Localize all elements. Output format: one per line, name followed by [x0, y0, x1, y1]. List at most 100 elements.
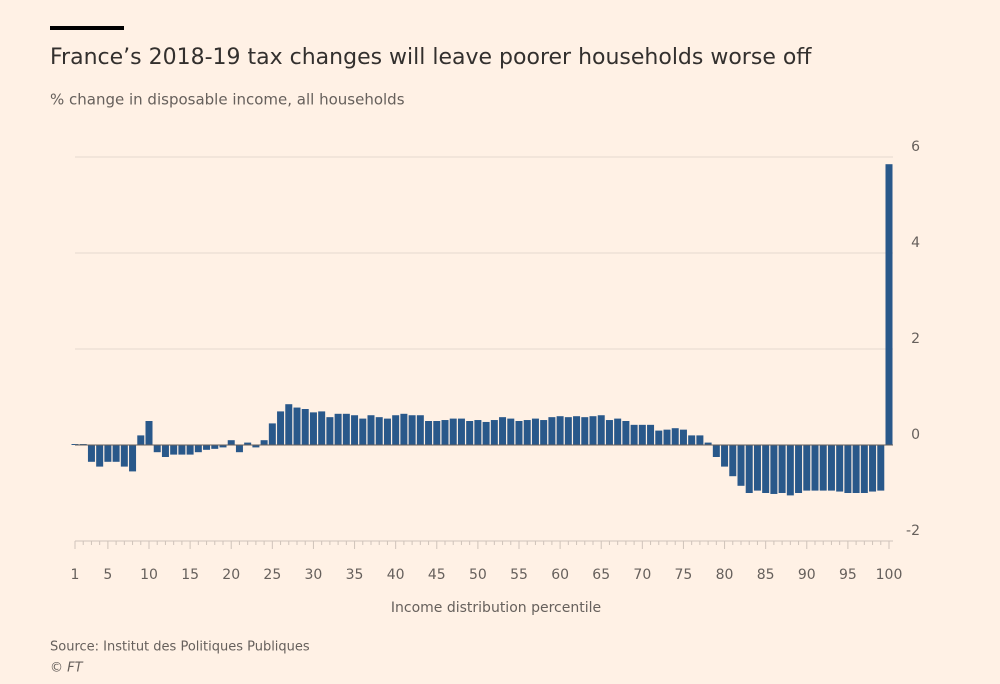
- x-tick-label: 35: [346, 567, 364, 583]
- bar: [301, 409, 309, 445]
- x-tick-label: 1: [71, 567, 80, 583]
- y-tick-label: 4: [911, 235, 920, 251]
- bar: [96, 445, 104, 467]
- bar: [153, 445, 161, 453]
- bar: [712, 445, 720, 457]
- y-tick-label: 6: [911, 139, 920, 155]
- bar: [589, 416, 597, 445]
- bar: [795, 445, 803, 493]
- bar: [104, 445, 112, 462]
- bar: [614, 418, 622, 445]
- bar: [581, 417, 589, 445]
- x-tick-label: 45: [428, 567, 446, 583]
- credit: © FT: [50, 661, 84, 676]
- bar: [696, 435, 704, 445]
- bar: [383, 418, 391, 445]
- bar: [145, 421, 153, 445]
- bar: [449, 418, 457, 445]
- bar: [120, 445, 128, 467]
- bar: [836, 445, 844, 492]
- x-tick-label: 70: [633, 567, 651, 583]
- bar: [408, 415, 416, 445]
- bar: [721, 445, 729, 467]
- bar: [811, 445, 819, 491]
- x-tick-label: 80: [716, 567, 734, 583]
- bar: [400, 413, 408, 445]
- bar: [573, 416, 581, 445]
- bar: [112, 445, 120, 462]
- bar: [869, 445, 877, 492]
- bar: [860, 445, 868, 493]
- bar: [342, 413, 350, 445]
- bar: [630, 424, 638, 445]
- bar: [515, 421, 523, 445]
- bar: [729, 445, 737, 477]
- bar: [548, 417, 556, 445]
- x-tick-label: 95: [839, 567, 857, 583]
- x-tick-label: 55: [510, 567, 528, 583]
- x-tick-label: 30: [305, 567, 323, 583]
- x-tick-label: 5: [103, 567, 112, 583]
- bar: [466, 421, 474, 445]
- bar: [326, 417, 334, 445]
- bar: [762, 445, 770, 493]
- bar: [655, 430, 663, 445]
- x-tick-label: 60: [551, 567, 569, 583]
- bar: [490, 420, 498, 445]
- bar: [227, 440, 235, 445]
- bar: [737, 445, 745, 486]
- x-tick-label: 100: [876, 567, 903, 583]
- chart-title: France’s 2018-19 tax changes will leave …: [50, 45, 812, 70]
- bar: [540, 420, 548, 445]
- bar: [507, 418, 515, 445]
- bar: [268, 423, 276, 445]
- bar: [877, 445, 885, 491]
- bar: [597, 415, 605, 445]
- bar: [679, 429, 687, 445]
- x-tick-label: 50: [469, 567, 487, 583]
- bar: [531, 418, 539, 445]
- y-tick-label: 0: [911, 427, 920, 443]
- bar: [523, 420, 531, 445]
- bar: [441, 420, 449, 445]
- source: Source: Institut des Politiques Publique…: [50, 640, 310, 655]
- header-bar: [50, 26, 124, 30]
- bar: [803, 445, 811, 491]
- bar: [161, 445, 169, 457]
- bar: [704, 442, 712, 445]
- bar: [638, 424, 646, 445]
- x-tick-label: 15: [181, 567, 199, 583]
- bar: [285, 404, 293, 445]
- bar: [844, 445, 852, 493]
- x-tick-label: 90: [798, 567, 816, 583]
- bar: [359, 418, 367, 445]
- bar: [170, 445, 178, 455]
- x-axis-label: Income distribution percentile: [391, 600, 601, 616]
- bar: [499, 417, 507, 445]
- x-tick-label: 10: [140, 567, 158, 583]
- bar: [688, 435, 696, 445]
- bar: [293, 407, 301, 445]
- bar: [671, 428, 679, 445]
- bar: [819, 445, 827, 491]
- bar: [392, 415, 400, 445]
- x-tick-label: 85: [757, 567, 775, 583]
- y-tick-label: 2: [911, 331, 920, 347]
- bar: [474, 420, 482, 445]
- x-tick-label: 25: [263, 567, 281, 583]
- bar: [457, 418, 465, 445]
- bar: [647, 424, 655, 445]
- bar: [194, 445, 202, 453]
- bar: [556, 416, 564, 445]
- y-tick-label: -2: [906, 523, 920, 539]
- bar: [375, 417, 383, 445]
- x-tick-label: 65: [592, 567, 610, 583]
- bar: [129, 445, 137, 472]
- x-tick-label: 40: [387, 567, 405, 583]
- bar: [425, 421, 433, 445]
- bar: [137, 435, 145, 445]
- bar: [219, 445, 227, 448]
- bar: [367, 415, 375, 445]
- bar: [827, 445, 835, 491]
